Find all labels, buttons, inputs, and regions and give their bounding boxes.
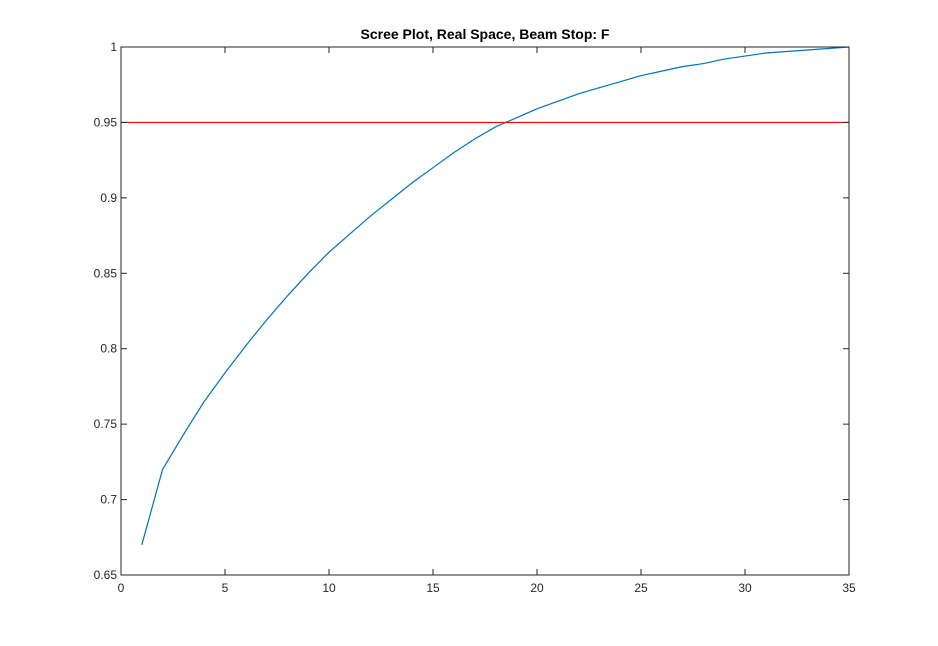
y-tick-label: 0.9 (100, 191, 117, 205)
chart-title: Scree Plot, Real Space, Beam Stop: F (361, 26, 610, 42)
x-tick-label: 15 (426, 581, 440, 595)
x-tick-label: 25 (634, 581, 648, 595)
y-tick-label: 0.75 (94, 417, 118, 431)
plot-frame (120, 46, 850, 576)
x-tick-label: 30 (738, 581, 752, 595)
x-tick-label: 10 (322, 581, 336, 595)
x-tick-label: 0 (118, 581, 125, 595)
x-tick-label: 5 (222, 581, 229, 595)
y-tick-label: 1 (110, 40, 117, 54)
plot-area (120, 46, 850, 576)
y-tick-label: 0.8 (100, 342, 117, 356)
y-tick-label: 0.85 (94, 266, 118, 280)
y-tick-label: 0.95 (94, 115, 118, 129)
x-tick-label: 20 (530, 581, 544, 595)
y-tick-label: 0.65 (94, 568, 118, 582)
series-line-0 (141, 46, 850, 545)
y-tick-label: 0.7 (100, 493, 117, 507)
x-tick-label: 35 (842, 581, 856, 595)
x-axis: 0 5 10 15 20 25 30 35 (118, 47, 856, 595)
y-axis: 0.65 0.7 0.75 0.8 0.85 0.9 0.95 1 (94, 40, 849, 582)
